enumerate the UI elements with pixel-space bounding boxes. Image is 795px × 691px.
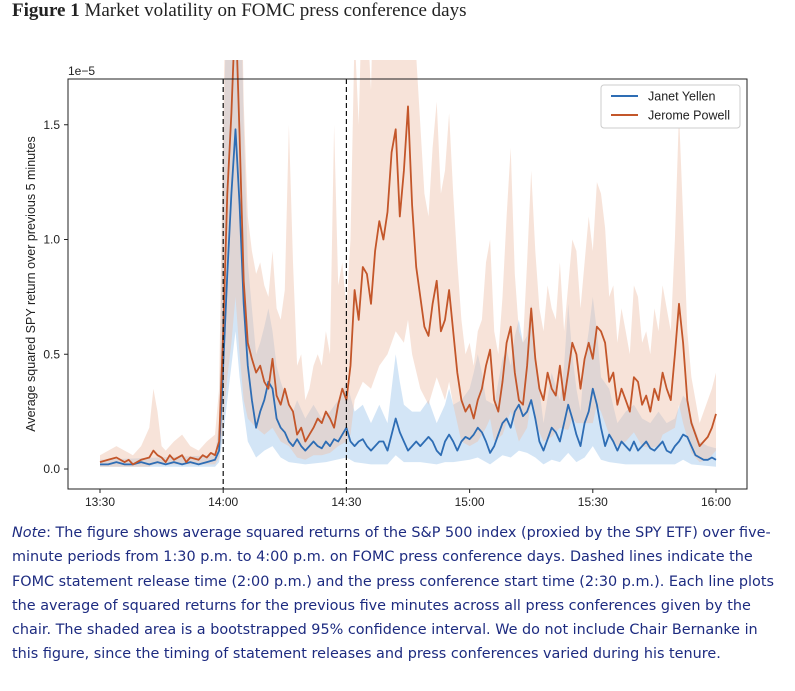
series-line-jerome-powell	[99, 60, 717, 466]
note-label: Note	[12, 525, 47, 541]
legend: Janet Yellen Jerome Powell	[600, 84, 741, 129]
y-tick-label: 0.0	[43, 462, 60, 476]
series-line-janet-yellen	[100, 128, 717, 466]
volatility-chart: 13:30 14:00 14:30 15:00 15:30 16:00 0.0 0.5 1.0…	[24, 60, 748, 509]
x-tick-label: 14:00	[208, 495, 238, 509]
x-tick-label: 14:30	[331, 495, 361, 509]
y-tick-label: 1.0	[43, 233, 60, 247]
legend-label-yellen: Janet Yellen	[648, 90, 715, 104]
event-lines	[222, 79, 347, 489]
figure-label: Figure 1	[12, 0, 80, 21]
y-tick-label: 1.5	[43, 118, 60, 132]
figure-title: Figure 1 Market volatility on FOMC press…	[12, 0, 467, 22]
figure-note: Note: The figure shows average squared r…	[12, 521, 787, 667]
legend-label-powell: Jerome Powell	[648, 109, 730, 123]
figure-caption: Market volatility on FOMC press conferen…	[84, 0, 467, 21]
y-scale-label: 1e−5	[68, 64, 95, 78]
x-tick-label: 15:30	[578, 495, 608, 509]
x-tick-label: 16:00	[701, 495, 731, 509]
y-axis-label: Average squared SPY return over previous…	[24, 136, 38, 432]
x-axis: 13:30 14:00 14:30 15:00 15:30 16:00	[85, 489, 731, 509]
series-lines	[99, 60, 717, 466]
y-axis: 0.00.51.01.52.02.53.0	[43, 118, 68, 476]
x-tick-label: 13:30	[85, 495, 115, 509]
y-tick-label: 0.5	[43, 347, 60, 361]
note-text: : The figure shows average squared retur…	[12, 525, 774, 663]
x-tick-label: 15:00	[455, 495, 485, 509]
plot-frame	[67, 78, 748, 490]
